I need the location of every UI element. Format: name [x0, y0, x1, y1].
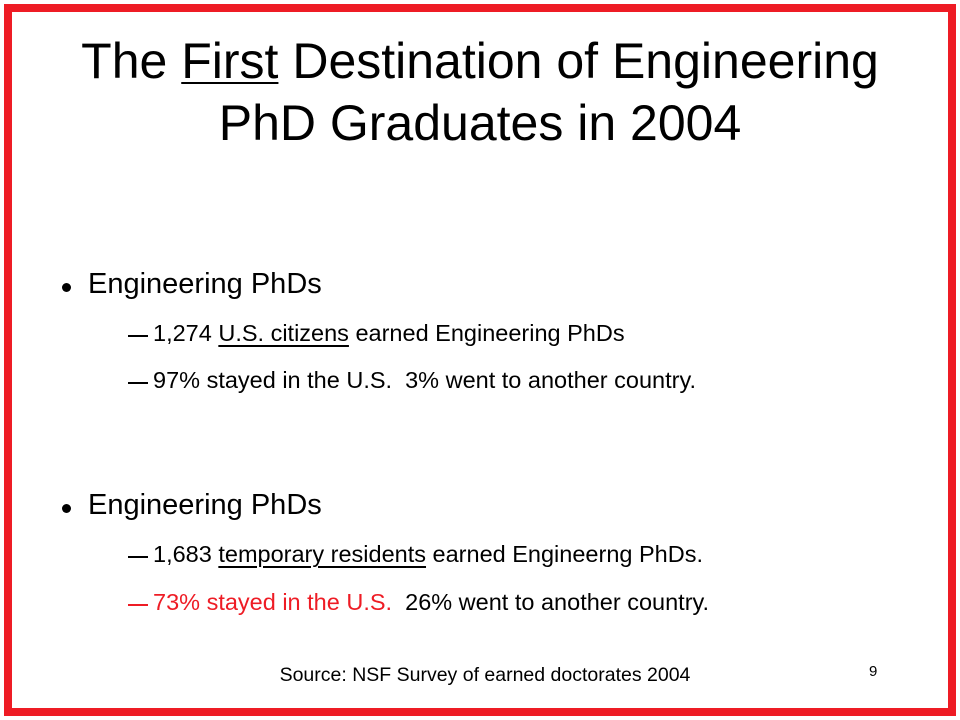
slide-title: The First Destination of Engineering PhD…	[80, 30, 880, 154]
red-frame	[4, 4, 956, 716]
title-underlined: First	[181, 33, 279, 89]
dash	[128, 556, 148, 558]
bullet-text: Engineering PhDs	[88, 268, 322, 300]
sub-item: 97% stayed in the U.S. 3% went to anothe…	[153, 367, 696, 393]
sub-item: 73% stayed in the U.S. 26% went to anoth…	[153, 589, 709, 616]
sub-item: 1,683 temporary residents earned Enginee…	[153, 541, 703, 568]
text: 26% went to another country.	[392, 589, 710, 615]
sub-item: 1,274 U.S. citizens earned Engineering P…	[153, 320, 625, 347]
bullet-dot	[62, 504, 71, 513]
dash	[128, 335, 148, 337]
underlined-text: temporary residents	[218, 541, 427, 567]
text: 1,683	[153, 541, 219, 567]
dash	[128, 604, 148, 606]
bullet-text: Engineering PhDs	[88, 489, 322, 521]
title-text: Destination of Engineering PhD Graduates…	[218, 33, 893, 151]
bullet-dot	[62, 283, 71, 292]
title-text: The	[81, 33, 182, 89]
source: Source: NSF Survey of earned doctorates …	[279, 664, 691, 686]
page-number: 9	[869, 663, 878, 680]
underlined-text: U.S. citizens	[218, 320, 349, 346]
text: earned Engineering PhDs	[348, 320, 625, 346]
highlighted-text: 73% stayed in the U.S.	[153, 589, 393, 615]
dash	[128, 382, 148, 384]
text: 1,274	[153, 320, 219, 346]
text: earned Engineerng PhDs.	[426, 541, 703, 567]
